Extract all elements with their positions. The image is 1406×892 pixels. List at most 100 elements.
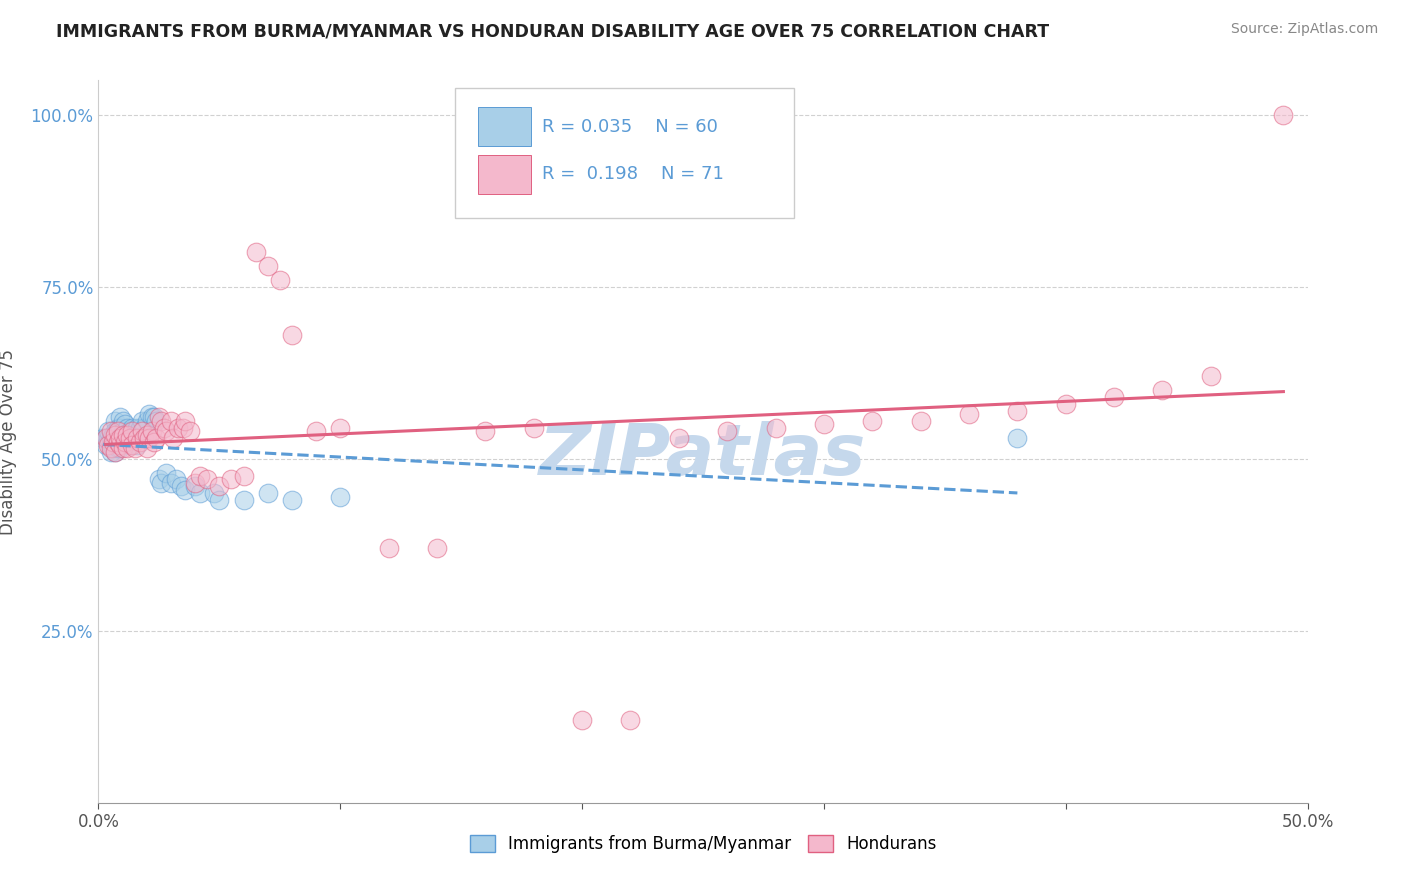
Point: [128, 421, 150, 435]
Point: [143, 434, 166, 449]
Point: [100, 424, 122, 438]
Point: [121, 424, 143, 438]
Y-axis label: Disability Age Over 75: Disability Age Over 75: [0, 349, 17, 534]
Point: [910, 414, 932, 428]
Point: [118, 438, 141, 452]
Point: [160, 414, 183, 428]
Point: [195, 472, 218, 486]
Point: [474, 424, 496, 438]
Point: [169, 479, 191, 493]
Point: [1199, 369, 1222, 384]
Point: [184, 479, 207, 493]
Point: [256, 259, 278, 273]
Point: [104, 414, 127, 428]
Point: [208, 479, 231, 493]
Point: [97, 438, 120, 452]
Point: [167, 421, 190, 435]
Point: [138, 431, 160, 445]
Point: [111, 434, 134, 449]
Point: [108, 442, 131, 456]
Point: [117, 421, 139, 435]
Point: [162, 431, 184, 445]
Point: [134, 421, 156, 435]
Text: Source: ZipAtlas.com: Source: ZipAtlas.com: [1230, 22, 1378, 37]
Point: [135, 442, 157, 456]
Point: [165, 472, 187, 486]
Point: [107, 421, 129, 435]
Point: [957, 407, 980, 421]
Point: [94, 431, 117, 445]
Point: [148, 472, 170, 486]
Point: [101, 434, 124, 449]
Point: [188, 469, 211, 483]
Point: [305, 424, 328, 438]
Point: [145, 431, 167, 445]
Point: [155, 466, 177, 480]
Point: [104, 445, 127, 459]
Point: [101, 442, 124, 456]
Point: [765, 421, 787, 435]
Point: [121, 421, 143, 435]
Point: [107, 424, 129, 438]
Point: [100, 438, 122, 452]
Point: [1152, 383, 1174, 397]
Point: [269, 273, 291, 287]
Point: [150, 475, 173, 490]
Point: [117, 427, 139, 442]
Text: ZIPatlas: ZIPatlas: [540, 422, 866, 491]
Point: [127, 438, 149, 452]
Point: [184, 475, 207, 490]
Point: [101, 434, 124, 449]
Point: [104, 424, 127, 438]
Point: [111, 424, 134, 438]
Point: [131, 414, 153, 428]
Point: [107, 434, 129, 449]
Point: [118, 424, 141, 438]
Point: [426, 541, 449, 556]
Point: [232, 493, 254, 508]
Point: [179, 424, 201, 438]
Point: [188, 486, 211, 500]
Point: [114, 434, 136, 449]
Point: [124, 442, 146, 456]
Point: [1102, 390, 1125, 404]
Point: [571, 713, 593, 727]
Point: [716, 424, 738, 438]
Point: [208, 493, 231, 508]
Point: [221, 472, 243, 486]
Point: [150, 414, 173, 428]
Text: IMMIGRANTS FROM BURMA/MYANMAR VS HONDURAN DISABILITY AGE OVER 75 CORRELATION CHA: IMMIGRANTS FROM BURMA/MYANMAR VS HONDURA…: [56, 22, 1049, 40]
Point: [256, 486, 278, 500]
FancyBboxPatch shape: [456, 87, 793, 218]
Point: [135, 414, 157, 428]
Point: [135, 427, 157, 442]
Point: [104, 434, 127, 449]
Point: [145, 414, 167, 428]
Point: [114, 427, 136, 442]
Point: [107, 442, 129, 456]
Point: [204, 486, 226, 500]
Point: [160, 475, 183, 490]
Point: [117, 442, 139, 456]
Point: [111, 427, 134, 442]
Point: [148, 410, 170, 425]
Point: [172, 421, 194, 435]
Point: [100, 442, 122, 456]
Point: [121, 438, 143, 452]
Point: [138, 407, 160, 421]
Point: [281, 327, 304, 342]
Point: [111, 442, 134, 456]
Point: [174, 414, 197, 428]
Point: [860, 414, 883, 428]
Point: [104, 445, 127, 459]
Point: [1007, 431, 1029, 445]
Legend: Immigrants from Burma/Myanmar, Hondurans: Immigrants from Burma/Myanmar, Hondurans: [463, 828, 943, 860]
Point: [281, 493, 304, 508]
Point: [619, 713, 641, 727]
FancyBboxPatch shape: [478, 154, 531, 194]
Point: [131, 424, 153, 438]
Point: [127, 421, 149, 435]
Point: [108, 410, 131, 425]
Point: [91, 431, 114, 445]
Point: [523, 421, 546, 435]
